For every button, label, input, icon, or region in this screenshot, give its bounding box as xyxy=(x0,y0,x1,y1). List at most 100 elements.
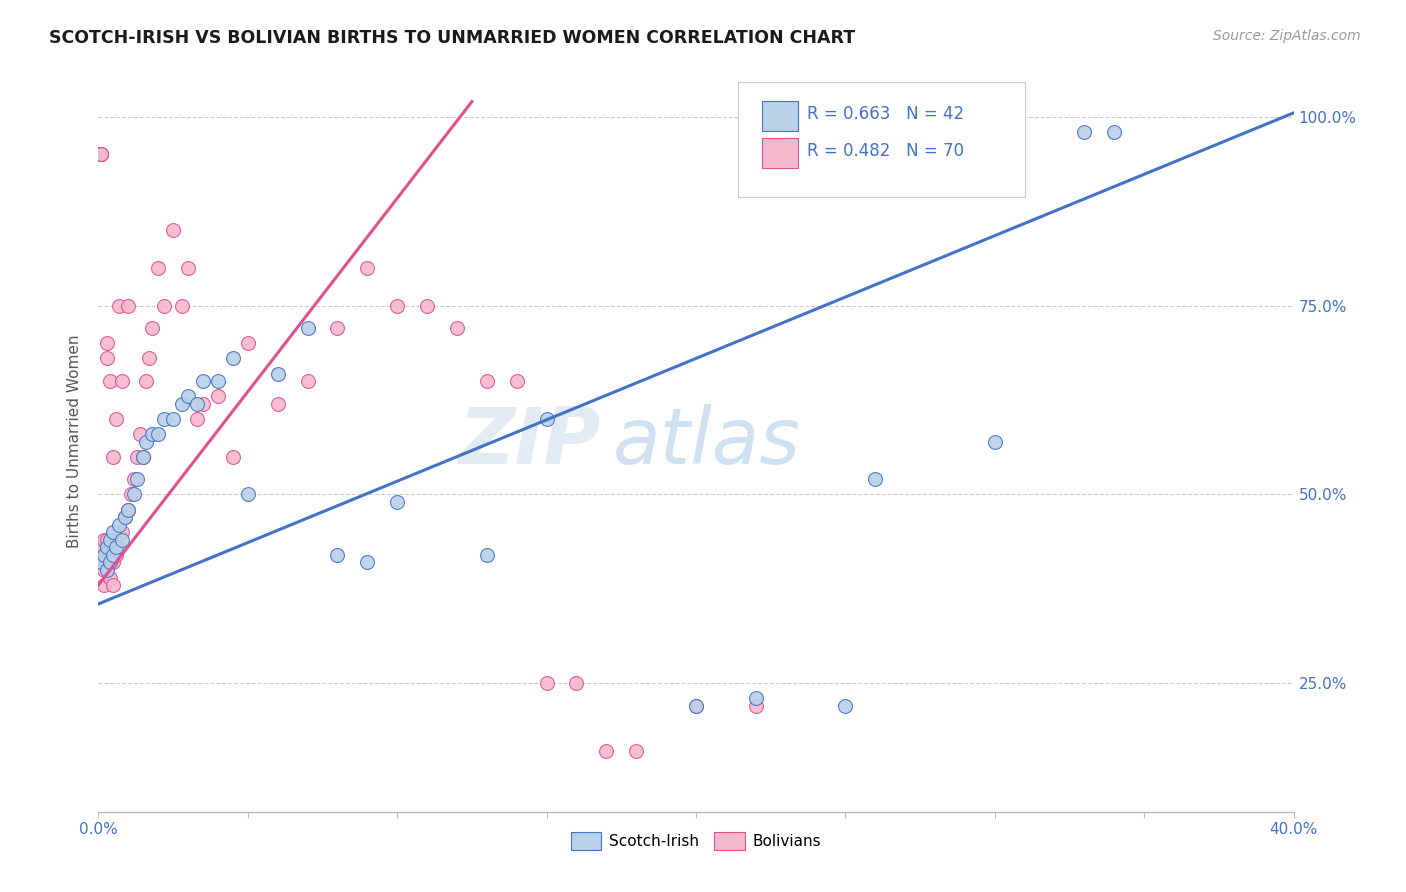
Text: Source: ZipAtlas.com: Source: ZipAtlas.com xyxy=(1213,29,1361,43)
Point xyxy=(162,223,184,237)
Point xyxy=(148,260,170,275)
Point xyxy=(127,450,149,464)
Point xyxy=(326,321,349,335)
Point xyxy=(87,147,110,161)
Point xyxy=(98,570,122,584)
Point xyxy=(114,510,136,524)
Point xyxy=(96,548,118,562)
Point xyxy=(141,321,163,335)
Point xyxy=(356,260,378,275)
Point xyxy=(96,563,118,577)
Point xyxy=(834,698,856,713)
Point xyxy=(595,744,617,758)
Point xyxy=(141,427,163,442)
Point xyxy=(385,299,409,313)
Point xyxy=(162,412,184,426)
Point xyxy=(1073,125,1095,139)
Point xyxy=(536,676,558,690)
Point xyxy=(98,533,122,547)
Point xyxy=(93,563,115,577)
Y-axis label: Births to Unmarried Women: Births to Unmarried Women xyxy=(67,334,83,549)
Point xyxy=(90,147,112,161)
Point xyxy=(87,147,110,161)
Legend: Scotch-Irish, Bolivians: Scotch-Irish, Bolivians xyxy=(565,826,827,856)
Point xyxy=(186,412,208,426)
Point xyxy=(93,578,115,592)
Point xyxy=(90,147,112,161)
Point xyxy=(124,472,146,486)
Point xyxy=(111,374,134,388)
Point xyxy=(172,299,194,313)
Point xyxy=(103,556,125,570)
Point xyxy=(865,472,887,486)
Point xyxy=(108,541,131,555)
Point xyxy=(191,374,214,388)
Point xyxy=(93,548,115,562)
Point xyxy=(222,450,245,464)
Text: SCOTCH-IRISH VS BOLIVIAN BIRTHS TO UNMARRIED WOMEN CORRELATION CHART: SCOTCH-IRISH VS BOLIVIAN BIRTHS TO UNMAR… xyxy=(49,29,855,46)
Point xyxy=(96,351,118,366)
Point xyxy=(186,397,208,411)
Point xyxy=(326,548,349,562)
Point xyxy=(98,556,122,570)
Point xyxy=(117,299,139,313)
Point xyxy=(685,698,707,713)
Point xyxy=(297,374,319,388)
Point xyxy=(117,502,139,516)
Point xyxy=(236,336,259,351)
Point xyxy=(96,541,118,555)
Point xyxy=(93,533,115,547)
Point xyxy=(207,389,229,403)
Point xyxy=(111,533,134,547)
Point xyxy=(87,147,110,161)
Point xyxy=(475,374,498,388)
Point xyxy=(87,147,110,161)
Point xyxy=(222,351,245,366)
FancyBboxPatch shape xyxy=(738,82,1025,197)
Point xyxy=(105,412,128,426)
Point xyxy=(1104,125,1126,139)
Point xyxy=(96,533,118,547)
Point xyxy=(87,147,110,161)
Point xyxy=(135,434,157,449)
Point xyxy=(87,147,110,161)
Point xyxy=(87,147,110,161)
Point xyxy=(172,397,194,411)
Point xyxy=(93,548,115,562)
Point xyxy=(132,450,155,464)
Point xyxy=(117,502,139,516)
Point xyxy=(111,525,134,540)
FancyBboxPatch shape xyxy=(762,101,797,130)
Point xyxy=(177,389,200,403)
Point xyxy=(506,374,529,388)
Point xyxy=(356,556,378,570)
Point xyxy=(90,147,112,161)
Point xyxy=(984,434,1007,449)
Point xyxy=(536,412,558,426)
Point xyxy=(103,578,125,592)
Point xyxy=(90,147,112,161)
Point xyxy=(114,510,136,524)
Point xyxy=(87,147,110,161)
Point xyxy=(385,495,409,509)
Point xyxy=(90,556,112,570)
Point xyxy=(148,427,170,442)
Text: atlas: atlas xyxy=(613,403,800,480)
Point xyxy=(236,487,259,501)
Point xyxy=(297,321,319,335)
Text: R = 0.663   N = 42: R = 0.663 N = 42 xyxy=(807,104,965,122)
Point xyxy=(129,427,152,442)
Point xyxy=(745,698,768,713)
Point xyxy=(267,397,290,411)
Point xyxy=(96,336,118,351)
Point xyxy=(745,691,768,706)
Point xyxy=(105,541,128,555)
Point xyxy=(565,676,588,690)
Point xyxy=(475,548,498,562)
Point xyxy=(446,321,468,335)
Point xyxy=(135,374,157,388)
Point xyxy=(108,517,131,532)
Point xyxy=(138,351,160,366)
Point xyxy=(108,299,131,313)
Point xyxy=(153,412,176,426)
